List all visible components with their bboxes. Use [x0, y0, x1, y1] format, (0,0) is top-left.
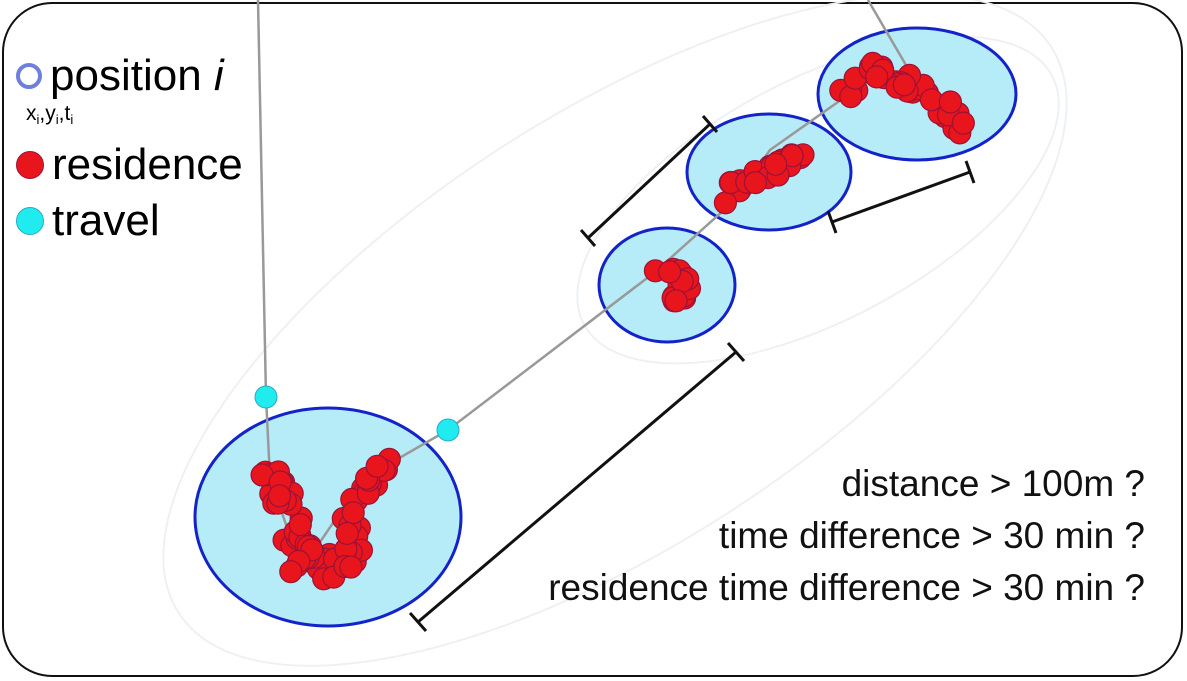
- residence-point: [764, 152, 788, 176]
- residence-point: [267, 484, 292, 508]
- residence-point: [279, 560, 303, 584]
- legend-travel: travel: [16, 197, 243, 245]
- legend-position-index: i: [213, 51, 224, 100]
- residence-point: [288, 512, 312, 537]
- residence-point: [743, 171, 768, 195]
- residence-point: [335, 521, 359, 546]
- travel-point: [436, 418, 460, 442]
- residence-points-cluster-1: [250, 447, 401, 591]
- cluster-envelope: [162, 0, 1068, 667]
- residence-point: [341, 501, 365, 525]
- distance-bracket-1: [579, 115, 719, 247]
- cluster-envelope-inner: [576, 35, 1060, 365]
- stay-cluster-1: [193, 406, 463, 628]
- position-circle-icon: [16, 63, 42, 89]
- travel-point: [254, 385, 278, 409]
- residence-points-cluster-3: [713, 143, 815, 215]
- residence-point: [865, 65, 889, 89]
- residence-point: [713, 191, 738, 215]
- criterion-time-difference: time difference > 30 min ?: [718, 515, 1145, 556]
- travel-dot-icon: [16, 207, 44, 235]
- distance-bracket-3: [408, 342, 746, 632]
- legend-coordinates: xi,yi,ti: [26, 102, 74, 127]
- residence-point: [951, 111, 975, 135]
- legend: position i xi,yi,ti residence travel: [16, 52, 243, 245]
- residence-points-cluster-4: [829, 51, 975, 145]
- residence-point: [892, 73, 916, 97]
- legend-position: position i: [16, 52, 243, 100]
- criteria-list: distance > 100m ? time difference > 30 m…: [548, 458, 1145, 614]
- residence-point: [339, 555, 363, 579]
- residence-points-cluster-2: [643, 257, 702, 313]
- criterion-residence-time: residence time difference > 30 min ?: [548, 567, 1145, 608]
- legend-position-label: position: [50, 51, 214, 100]
- criterion-distance: distance > 100m ?: [841, 463, 1145, 504]
- distance-bracket-2: [826, 160, 976, 234]
- residence-point: [938, 90, 963, 114]
- residence-point: [664, 289, 688, 313]
- residence-point: [657, 260, 682, 284]
- legend-residence-label: residence: [52, 140, 243, 189]
- stay-cluster-2: [597, 226, 737, 344]
- residence-dot-icon: [16, 151, 44, 179]
- legend-residence: residence: [16, 141, 243, 189]
- residence-point: [365, 454, 389, 478]
- legend-travel-label: travel: [52, 196, 160, 245]
